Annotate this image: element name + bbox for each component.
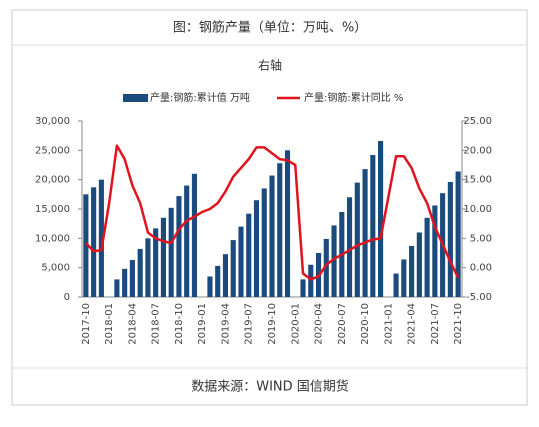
bar [362, 169, 368, 297]
y2-tick-label: 5.00 [470, 233, 492, 244]
legend-label: 产量:钢筋:累计同比 % [304, 91, 403, 104]
bar [238, 226, 244, 297]
bar [323, 238, 329, 297]
y2-tick-label: 10.00 [463, 204, 492, 215]
bar [222, 254, 229, 297]
bar [253, 200, 260, 297]
chart-title: 图：钢筋产量（单位：万吨、%） [173, 20, 367, 36]
bar [354, 182, 360, 297]
bar [145, 238, 151, 297]
bar [114, 279, 120, 297]
bar [191, 173, 198, 297]
legend-label: 产量:钢筋:累计值 万吨 [150, 91, 250, 104]
y2-tick-label: -5.00 [466, 292, 492, 303]
x-tick-label: 2017-10 [81, 303, 92, 345]
annotation: 右轴 [258, 58, 282, 73]
bar [230, 240, 236, 297]
x-tick-label: 2021-10 [453, 303, 464, 345]
x-tick-label: 2019-07 [244, 303, 255, 345]
bar [160, 217, 166, 297]
bar [378, 140, 384, 297]
x-tick-label: 2018-10 [174, 303, 185, 345]
y-tick-label: 10,000 [35, 233, 70, 244]
source: 数据来源：WIND 国信期货 [191, 379, 349, 395]
x-tick-label: 2020-07 [337, 303, 348, 345]
bar [98, 179, 104, 297]
bar [261, 188, 267, 297]
bar [176, 196, 182, 297]
bar [416, 232, 422, 297]
x-tick-label: 2021-07 [430, 303, 441, 345]
bar [370, 155, 376, 297]
y2-tick-label: 20.00 [463, 145, 492, 156]
x-tick-label: 2020-01 [290, 303, 301, 345]
bar [300, 279, 306, 297]
y-tick-label: 30,000 [35, 116, 70, 127]
bar [83, 194, 89, 297]
bar [91, 187, 97, 297]
y-tick-label: 20,000 [35, 175, 70, 186]
x-tick-label: 2019-01 [197, 303, 208, 345]
x-tick-label: 2021-01 [383, 303, 394, 345]
x-tick-label: 2018-07 [151, 303, 162, 345]
bar [246, 213, 252, 297]
bar [284, 150, 291, 297]
bar [168, 207, 174, 297]
bar [308, 264, 314, 297]
bar [432, 205, 438, 297]
bar [215, 265, 221, 297]
bar [409, 245, 415, 297]
legend-swatch [123, 94, 148, 102]
y-tick-label: 0 [64, 292, 70, 303]
bar [393, 273, 399, 297]
frame [11, 9, 528, 406]
y-tick-label: 5,000 [41, 263, 70, 274]
bar [447, 182, 453, 297]
x-tick-label: 2021-04 [407, 303, 418, 345]
x-tick-label: 2019-10 [267, 303, 278, 345]
x-tick-label: 2019-04 [220, 303, 231, 345]
line [84, 144, 460, 281]
bar [424, 217, 430, 297]
y-tick-label: 25,000 [35, 145, 70, 156]
x-tick-label: 2020-04 [314, 303, 325, 345]
bar [137, 248, 143, 297]
y2-tick-label: 15.00 [463, 175, 492, 186]
bar [346, 197, 353, 297]
bar [129, 260, 135, 297]
y-tick-label: 15,000 [35, 204, 70, 215]
x-tick-label: 2018-01 [104, 303, 115, 345]
bar [184, 185, 190, 297]
bar [153, 228, 159, 297]
bar [207, 276, 213, 297]
bar [122, 268, 128, 297]
y2-tick-label: 0.00 [470, 263, 492, 274]
bar [269, 175, 275, 297]
bar [401, 259, 407, 297]
bar [277, 163, 283, 297]
bar [455, 171, 461, 297]
y2-tick-label: 25.00 [463, 116, 492, 127]
x-tick-label: 2020-10 [360, 303, 371, 345]
x-tick-label: 2018-04 [127, 303, 138, 345]
bar [331, 225, 337, 297]
